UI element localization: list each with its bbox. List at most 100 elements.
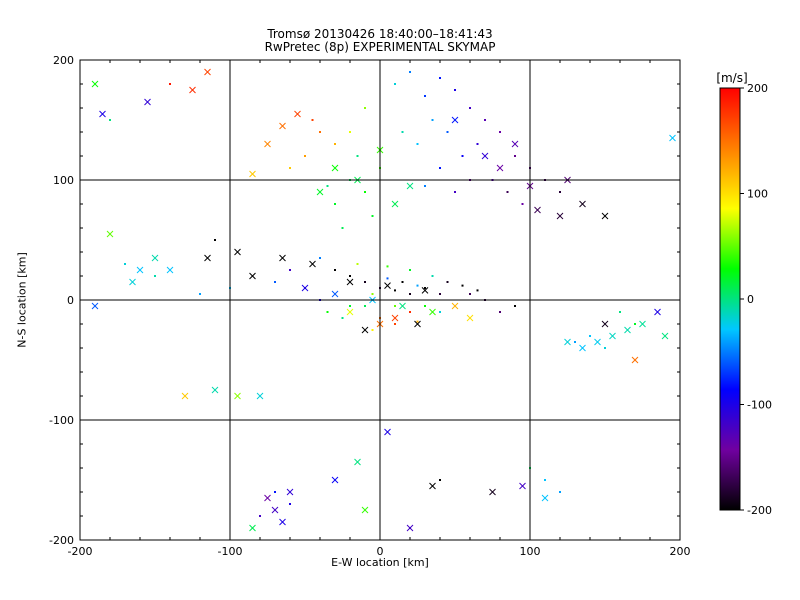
cross-stroke	[136, 266, 144, 274]
dot-marker	[634, 323, 636, 325]
cross-stroke	[99, 110, 106, 118]
cross-marker	[594, 338, 601, 346]
cross-marker	[106, 230, 114, 238]
cross-marker	[249, 170, 256, 178]
dot-marker	[424, 287, 426, 289]
dot-marker	[454, 191, 456, 193]
cross-marker	[234, 392, 241, 400]
colorbar-tick-label: -100	[747, 399, 772, 412]
cross-stroke	[91, 302, 99, 310]
cross-stroke	[579, 344, 586, 352]
dot-marker	[334, 143, 336, 145]
cross-marker	[91, 302, 99, 310]
dot-marker	[364, 281, 366, 283]
dot-marker	[394, 83, 396, 85]
cross-stroke	[406, 182, 414, 190]
dot-marker	[431, 119, 434, 121]
cross-stroke	[384, 282, 391, 289]
cross-marker	[631, 356, 639, 364]
cross-stroke	[421, 287, 429, 294]
cross-marker	[414, 320, 421, 328]
cross-marker	[421, 287, 429, 294]
cross-stroke	[129, 278, 136, 286]
dot-marker	[431, 275, 434, 277]
cross-marker	[279, 518, 286, 526]
cross-marker	[624, 326, 631, 334]
dot-marker	[311, 119, 314, 121]
dot-marker	[574, 341, 576, 343]
cross-marker	[541, 494, 549, 502]
cross-marker	[256, 392, 264, 400]
cross-stroke	[234, 248, 241, 256]
dot-marker	[349, 305, 351, 307]
cross-marker	[286, 488, 294, 496]
cross-marker	[519, 482, 526, 490]
dot-marker	[401, 131, 404, 133]
dot-marker	[514, 305, 516, 307]
colorbar-tick-label: 200	[747, 82, 768, 95]
dot-marker	[349, 131, 351, 133]
cross-stroke	[309, 260, 316, 268]
dot-marker	[499, 131, 501, 133]
cross-stroke	[556, 212, 564, 220]
cross-stroke	[331, 164, 339, 172]
dot-marker	[334, 203, 336, 205]
dot-marker	[371, 293, 374, 295]
chart-title: Tromsø 20130426 18:40:00–18:41:43	[267, 27, 493, 41]
cross-stroke	[609, 332, 616, 340]
cross-stroke	[211, 386, 219, 394]
x-tick-label: 0	[377, 545, 384, 558]
cross-stroke	[256, 392, 264, 400]
cross-marker	[406, 524, 414, 532]
cross-stroke	[384, 428, 391, 436]
cross-stroke	[189, 86, 196, 94]
cross-stroke	[639, 320, 646, 328]
cross-stroke	[511, 140, 519, 148]
dot-marker	[461, 284, 464, 287]
chart-subtitle: RwPretec (8p) EXPERIMENTAL SKYMAP	[264, 40, 496, 54]
cross-marker	[429, 482, 436, 490]
cross-stroke	[399, 302, 406, 310]
cross-marker	[661, 332, 669, 340]
dot-marker	[604, 347, 606, 349]
dot-marker	[476, 289, 479, 292]
dot-marker	[589, 335, 591, 337]
dot-marker	[394, 323, 396, 325]
cross-marker	[354, 458, 361, 466]
cross-marker	[406, 182, 414, 190]
dot-marker	[394, 305, 396, 307]
cross-stroke	[181, 392, 189, 400]
cross-marker	[579, 200, 586, 208]
dot-marker	[326, 185, 329, 187]
cross-stroke	[496, 164, 504, 172]
cross-marker	[294, 110, 301, 118]
cross-stroke	[301, 284, 309, 292]
dot-marker	[401, 281, 404, 283]
cross-marker	[669, 134, 676, 142]
cross-stroke	[91, 80, 99, 88]
dot-marker	[424, 185, 426, 187]
cross-marker	[129, 278, 136, 286]
y-tick-label: -200	[49, 534, 74, 547]
dot-marker	[469, 293, 471, 295]
cross-stroke	[391, 314, 399, 322]
cross-stroke	[631, 356, 639, 364]
x-tick-label: 100	[520, 545, 541, 558]
colorbar: [m/s]200 100 0 -100 -200	[716, 71, 772, 517]
cross-marker	[481, 152, 489, 160]
cross-stroke	[601, 320, 609, 328]
x-tick-label: 200	[670, 545, 691, 558]
cross-stroke	[429, 482, 436, 490]
cross-marker	[316, 188, 324, 196]
cross-marker	[556, 212, 564, 220]
cross-stroke	[316, 188, 324, 196]
cross-marker	[136, 266, 144, 274]
dot-marker	[289, 503, 291, 505]
cross-stroke	[481, 152, 489, 160]
y-tick-label: -100	[49, 414, 74, 427]
dot-marker	[371, 329, 374, 331]
dot-marker	[476, 143, 479, 145]
y-tick-label: 0	[67, 294, 74, 307]
cross-stroke	[361, 326, 369, 334]
